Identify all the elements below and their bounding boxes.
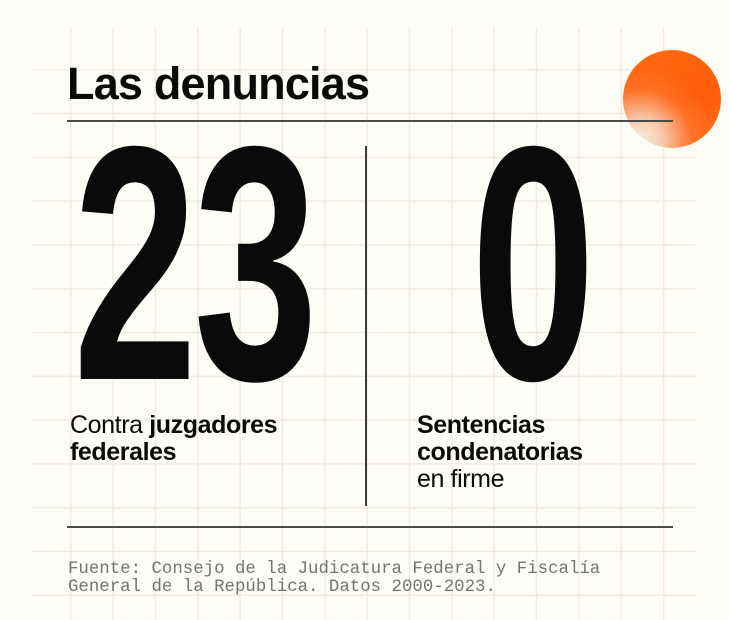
source-line-1: Fuente: Consejo de la Judicatura Federal… — [68, 560, 601, 579]
caption-text: Sentencias — [417, 411, 546, 439]
column-divider — [365, 146, 367, 506]
caption-text: condenatorias — [417, 438, 583, 466]
stat-value-denuncias: 23 — [73, 77, 318, 450]
source-line-2: General de la República. Datos 2000-2023… — [68, 578, 496, 597]
orange-circle-decoration — [623, 50, 721, 148]
stat-value-sentencias: 0 — [471, 77, 595, 450]
title-underline — [67, 120, 673, 122]
page-title: Las denuncias — [67, 58, 370, 109]
caption-text: juzgadores — [149, 411, 278, 439]
stat-caption-sentencias: Sentencias condenatorias en firme — [417, 412, 583, 493]
background-grid — [32, 28, 697, 620]
footer-rule — [67, 526, 673, 528]
caption-text: en firme — [417, 465, 505, 493]
source-note: Fuente: Consejo de la Judicatura Federal… — [68, 561, 600, 597]
stat-caption-denuncias: Contra juzgadores federales — [70, 411, 278, 466]
caption-text: federales — [70, 438, 177, 466]
caption-text: Contra — [70, 411, 150, 439]
